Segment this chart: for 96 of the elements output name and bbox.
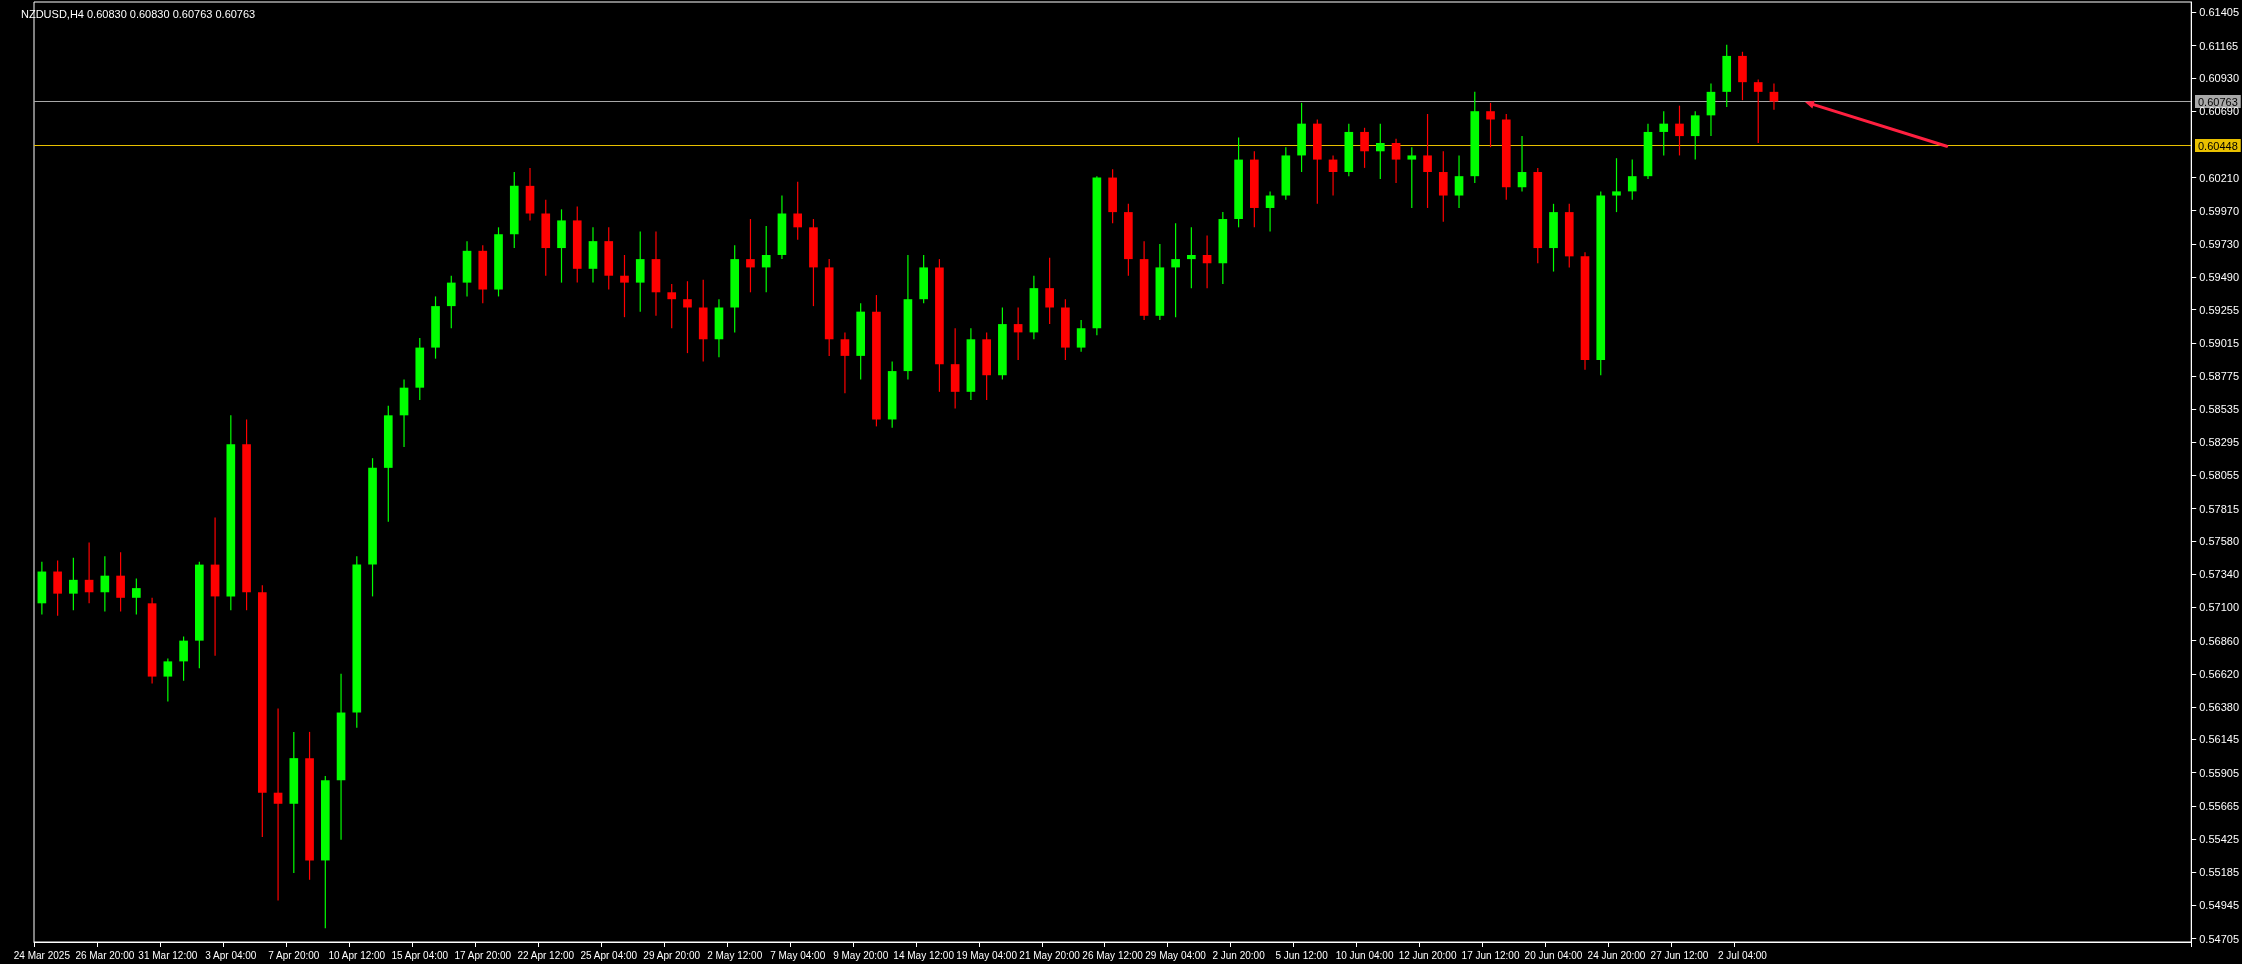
y-tick-label: 0.59490 bbox=[2199, 271, 2239, 284]
candlestick bbox=[1360, 127, 1369, 169]
candlestick bbox=[1045, 257, 1054, 325]
y-tick-label: 0.55905 bbox=[2199, 766, 2239, 779]
candlestick bbox=[1517, 135, 1527, 192]
candlestick bbox=[1675, 105, 1684, 157]
candlestick bbox=[1423, 113, 1432, 209]
x-tick-label: 7 May 04:00 bbox=[770, 949, 826, 961]
candlestick bbox=[1486, 102, 1495, 148]
y-tick-label: 0.57100 bbox=[2199, 601, 2239, 614]
x-tick-label: 10 Jun 04:00 bbox=[1335, 949, 1394, 961]
candlestick bbox=[179, 635, 188, 682]
x-tick-label: 12 Jun 20:00 bbox=[1398, 949, 1457, 961]
candlestick bbox=[667, 283, 677, 329]
candlestick bbox=[273, 707, 283, 902]
y-tick-label: 0.58295 bbox=[2199, 436, 2239, 449]
x-tick-label: 9 May 20:00 bbox=[833, 949, 889, 961]
y-tick-label: 0.55665 bbox=[2199, 799, 2239, 812]
candlestick bbox=[1076, 319, 1086, 353]
x-tick-label: 10 Apr 12:00 bbox=[328, 949, 386, 961]
candlestick bbox=[683, 280, 692, 354]
candlestick bbox=[1171, 222, 1180, 318]
x-tick-label: 24 Jun 20:00 bbox=[1587, 949, 1646, 961]
x-tick-label: 21 May 20:00 bbox=[1019, 949, 1081, 961]
x-tick-label: 31 Mar 12:00 bbox=[138, 949, 198, 961]
x-tick-label: 2 Jun 20:00 bbox=[1212, 949, 1266, 961]
candlestick bbox=[746, 218, 755, 293]
y-tick-label: 0.55185 bbox=[2199, 866, 2239, 879]
x-tick-label: 19 May 04:00 bbox=[956, 949, 1018, 961]
y-tick-label: 0.57340 bbox=[2199, 568, 2239, 581]
x-tick-label: 20 Jun 04:00 bbox=[1524, 949, 1583, 961]
y-tick-label: 0.56860 bbox=[2199, 634, 2239, 647]
y-tick-label: 0.54705 bbox=[2199, 932, 2239, 945]
candlestick bbox=[1612, 157, 1621, 213]
y-tick-label: 0.57815 bbox=[2199, 502, 2239, 515]
candlestick bbox=[1454, 154, 1464, 209]
y-tick-label: 0.59970 bbox=[2199, 204, 2239, 217]
candlestick bbox=[163, 658, 173, 703]
x-tick-label: 29 May 04:00 bbox=[1145, 949, 1207, 961]
x-tick-label: 24 Mar 2025 bbox=[13, 949, 71, 961]
x-tick-label: 26 Mar 20:00 bbox=[75, 949, 135, 961]
y-tick-label: 0.55425 bbox=[2199, 833, 2239, 846]
ref-line-label: 0.60448 bbox=[2198, 139, 2238, 152]
candlestick bbox=[620, 254, 629, 318]
x-tick-label: 2 May 12:00 bbox=[707, 949, 763, 961]
y-tick-label: 0.56380 bbox=[2199, 701, 2239, 713]
x-tick-label: 15 Apr 04:00 bbox=[391, 949, 449, 961]
x-tick-label: 5 Jun 12:00 bbox=[1275, 949, 1329, 961]
y-tick-label: 0.58055 bbox=[2199, 469, 2239, 482]
x-tick-label: 14 May 12:00 bbox=[893, 949, 955, 961]
candlestick bbox=[1375, 123, 1385, 180]
y-tick-label: 0.56620 bbox=[2199, 667, 2239, 680]
candlestick bbox=[1769, 82, 1779, 111]
candlestick bbox=[116, 551, 125, 613]
text: NZDUSD,H4 0.60830 0.60830 0.60763 0.60763 bbox=[21, 7, 256, 20]
candlestick bbox=[1753, 78, 1763, 144]
y-tick-label: 0.56145 bbox=[2199, 733, 2239, 746]
candlestick bbox=[1391, 138, 1401, 184]
candlestick bbox=[793, 181, 803, 241]
y-tick-label: 0.59255 bbox=[2199, 303, 2239, 316]
x-tick-label: 3 Apr 04:00 bbox=[205, 949, 257, 961]
x-tick-label: 25 Apr 04:00 bbox=[580, 949, 638, 961]
candlestick bbox=[446, 275, 456, 329]
y-tick-label: 0.60690 bbox=[2199, 105, 2239, 118]
candlestick bbox=[1407, 146, 1417, 209]
ref-line-label: 0.60763 bbox=[2198, 95, 2238, 108]
x-tick-label: 27 Jun 12:00 bbox=[1650, 949, 1709, 961]
x-tick-label: 7 Apr 20:00 bbox=[268, 949, 320, 961]
candlestick bbox=[1187, 226, 1196, 289]
candlestick bbox=[1659, 110, 1669, 157]
candlestick bbox=[761, 225, 771, 293]
y-tick-label: 0.61165 bbox=[2199, 39, 2239, 52]
x-tick-label: 22 Apr 12:00 bbox=[517, 949, 575, 961]
y-tick-label: 0.58775 bbox=[2199, 369, 2239, 382]
x-tick-label: 17 Jun 12:00 bbox=[1461, 949, 1520, 961]
x-tick-label: 29 Apr 20:00 bbox=[643, 949, 701, 961]
y-tick-label: 0.59015 bbox=[2199, 336, 2239, 349]
y-tick-label: 0.54945 bbox=[2199, 899, 2239, 912]
candlestick bbox=[635, 230, 645, 313]
y-tick-label: 0.61405 bbox=[2199, 6, 2239, 19]
candlestick bbox=[1627, 158, 1637, 201]
candlestick bbox=[1438, 150, 1448, 223]
candlestick bbox=[1690, 110, 1700, 161]
candlestick bbox=[53, 559, 62, 617]
y-tick-label: 0.58535 bbox=[2199, 403, 2239, 416]
candlestick bbox=[840, 331, 850, 394]
x-tick-label: 26 May 12:00 bbox=[1082, 949, 1144, 961]
y-tick-label: 0.59730 bbox=[2199, 237, 2239, 250]
candlestick bbox=[1706, 82, 1716, 137]
x-tick-label: 2 Jul 04:00 bbox=[1718, 949, 1768, 961]
y-tick-label: 0.60210 bbox=[2199, 171, 2239, 184]
x-tick-label: 17 Apr 20:00 bbox=[454, 949, 512, 961]
y-tick-label: 0.60930 bbox=[2199, 72, 2239, 85]
candlestick bbox=[69, 557, 78, 611]
y-tick-label: 0.57580 bbox=[2199, 535, 2239, 548]
candlestick bbox=[132, 577, 141, 615]
